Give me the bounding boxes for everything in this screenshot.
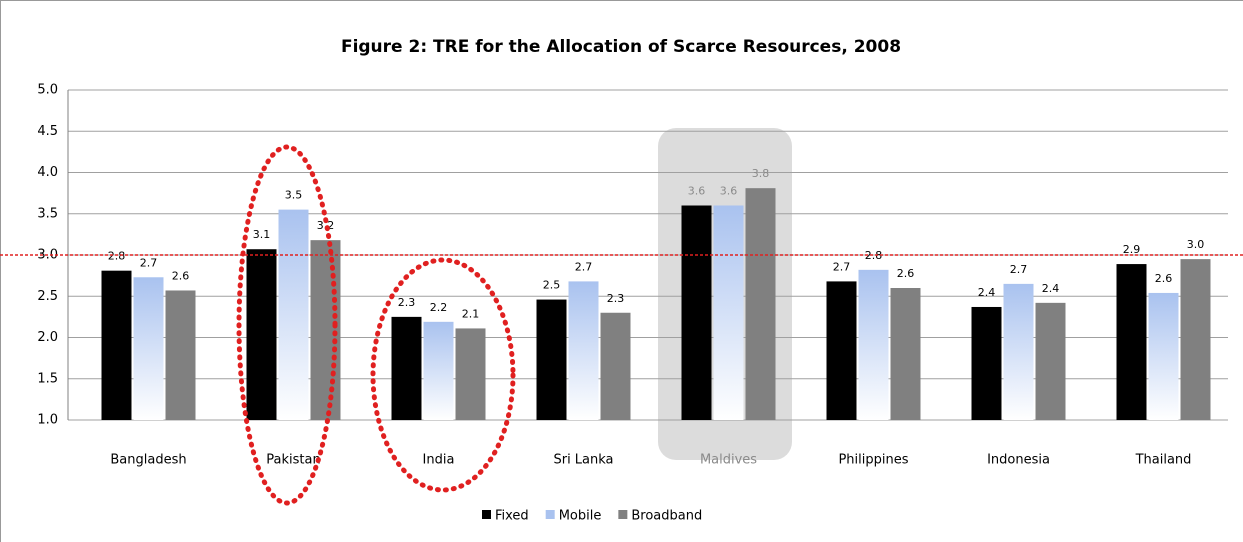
y-tick-label: 1.0 xyxy=(37,413,58,428)
bar xyxy=(278,209,309,420)
legend-swatch xyxy=(545,510,555,519)
y-tick-label: 2.0 xyxy=(37,330,58,345)
y-tick-label: 4.0 xyxy=(37,165,58,180)
value-label: 2.4 xyxy=(1042,282,1060,295)
value-label: 2.2 xyxy=(430,301,448,314)
bar xyxy=(1035,302,1066,420)
bar xyxy=(745,188,776,420)
legend-label: Broadband xyxy=(631,509,702,524)
bar xyxy=(1180,259,1211,420)
value-label: 2.6 xyxy=(1155,272,1173,285)
value-label: 2.6 xyxy=(172,269,190,282)
x-tick-label: India xyxy=(423,453,455,468)
x-tick-label: Sri Lanka xyxy=(553,453,613,468)
bar xyxy=(101,270,132,420)
bar xyxy=(681,205,712,420)
bar xyxy=(391,316,422,420)
value-label: 3.5 xyxy=(285,189,303,202)
bar xyxy=(600,312,631,420)
value-label: 2.5 xyxy=(543,279,561,292)
y-tick-label: 3.5 xyxy=(37,206,58,221)
bar xyxy=(455,328,486,420)
value-label: 3.6 xyxy=(720,185,738,198)
x-tick-label: Maldives xyxy=(700,453,757,468)
value-label: 3.0 xyxy=(1187,238,1205,251)
legend-label: Fixed xyxy=(495,509,529,524)
value-label: 3.2 xyxy=(317,219,335,232)
x-tick-label: Bangladesh xyxy=(110,453,186,468)
bar xyxy=(890,288,921,420)
value-label: 2.7 xyxy=(833,260,851,273)
value-label: 2.6 xyxy=(897,267,915,280)
legend-swatch xyxy=(618,510,628,519)
bar xyxy=(536,299,567,420)
x-tick-label: Philippines xyxy=(838,453,908,468)
value-label: 2.4 xyxy=(978,286,996,299)
value-label: 2.8 xyxy=(108,250,126,263)
bar xyxy=(165,290,196,420)
x-tick-label: Thailand xyxy=(1135,453,1192,468)
value-label: 2.7 xyxy=(140,256,158,269)
bar xyxy=(1116,264,1147,420)
y-tick-label: 4.5 xyxy=(37,124,58,139)
value-label: 3.8 xyxy=(752,167,770,180)
value-label: 2.3 xyxy=(607,292,625,305)
legend-swatch xyxy=(482,510,491,519)
bar xyxy=(1148,292,1179,420)
bar xyxy=(713,205,744,420)
chart-title: Figure 2: TRE for the Allocation of Scar… xyxy=(341,37,901,57)
value-label: 2.7 xyxy=(575,260,593,273)
bar xyxy=(133,277,164,420)
y-tick-label: 5.0 xyxy=(37,83,58,98)
bar xyxy=(1003,283,1034,420)
value-label: 3.6 xyxy=(688,185,706,198)
x-tick-label: Indonesia xyxy=(987,453,1050,468)
bar xyxy=(826,281,857,420)
bar xyxy=(568,281,599,420)
y-tick-label: 2.5 xyxy=(37,289,58,304)
value-label: 2.1 xyxy=(462,307,480,320)
y-tick-label: 1.5 xyxy=(37,371,58,386)
bar xyxy=(971,306,1002,420)
bar xyxy=(310,240,341,420)
highlight-ellipse xyxy=(236,144,338,506)
value-label: 3.1 xyxy=(253,228,271,241)
value-label: 2.9 xyxy=(1123,243,1141,256)
highlight-ellipse xyxy=(370,257,516,493)
value-label: 2.7 xyxy=(1010,263,1028,276)
bar xyxy=(423,321,454,420)
value-label: 2.3 xyxy=(398,296,416,309)
legend-label: Mobile xyxy=(559,509,602,524)
bar xyxy=(858,269,889,420)
value-label: 2.8 xyxy=(865,249,883,262)
x-tick-label: Pakistan xyxy=(266,453,320,468)
bar xyxy=(246,249,277,420)
